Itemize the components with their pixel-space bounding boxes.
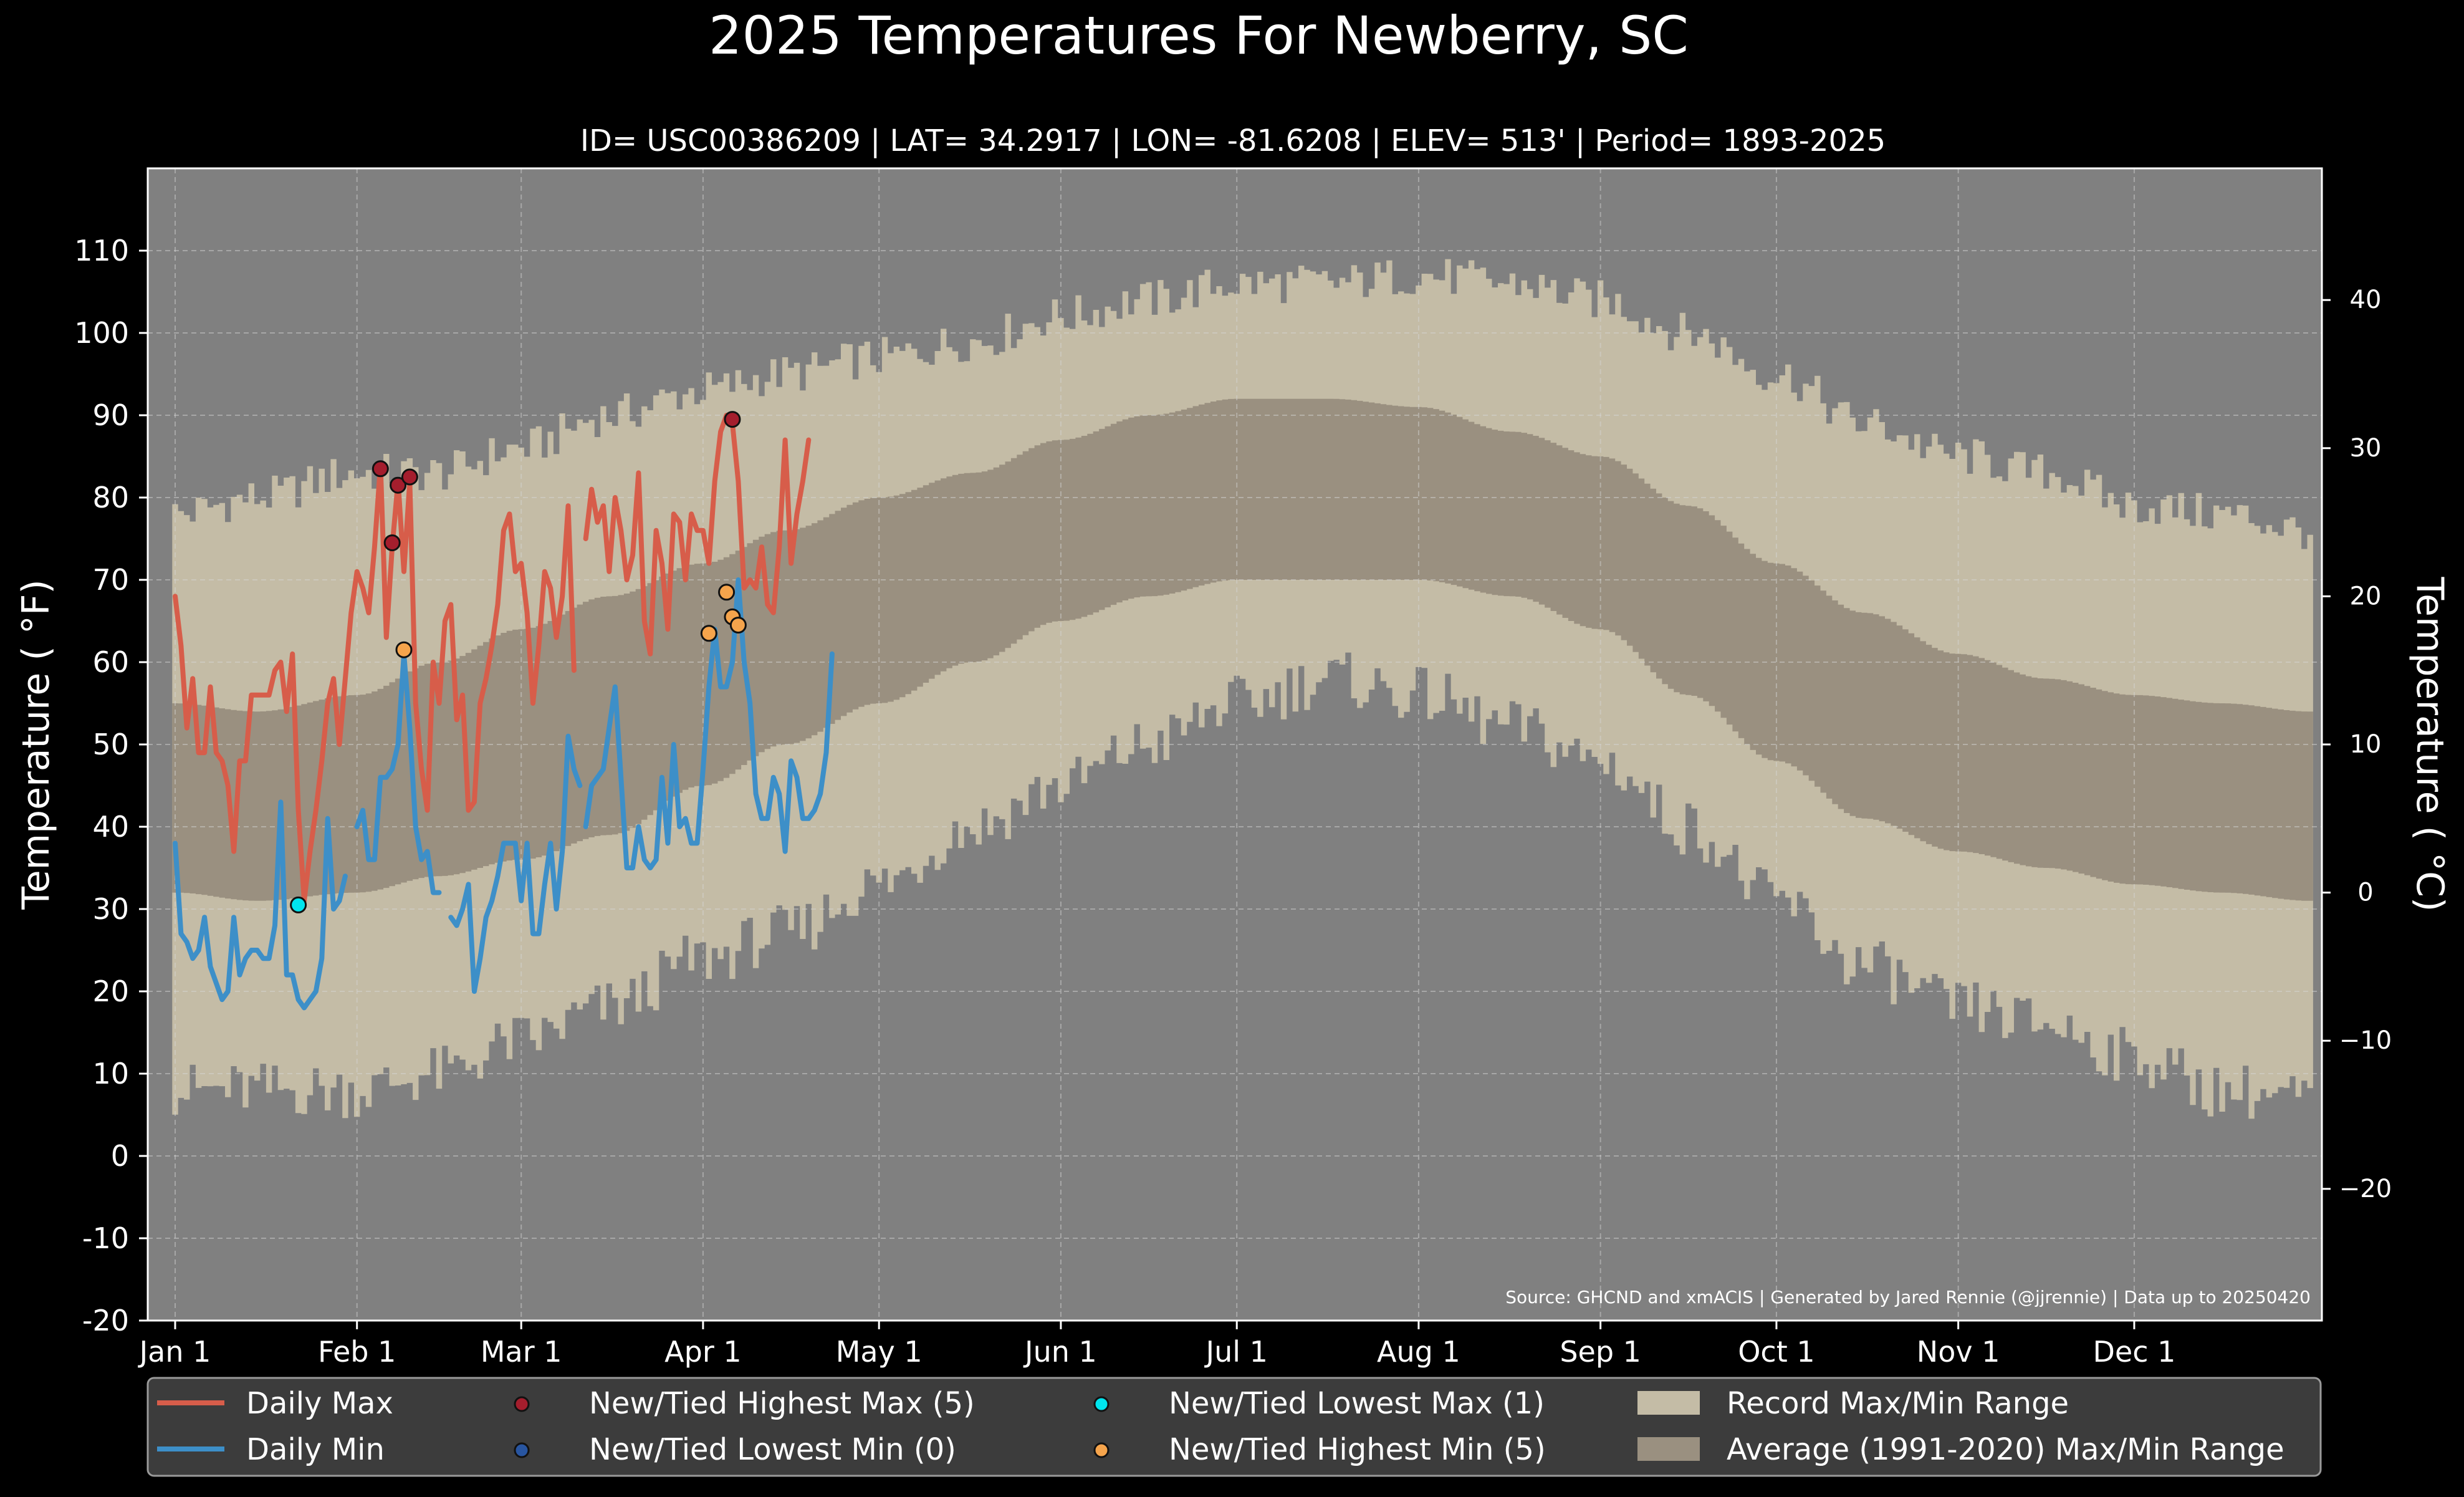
legend-marker-swatch	[1093, 1396, 1110, 1412]
legend-average-1991-2020-max-min-range: Average (1991-2020) Max/Min Range	[1637, 1432, 2284, 1467]
x-tick-label: Mar 1	[481, 1335, 562, 1369]
y-tick-label: 100	[74, 316, 129, 350]
x-tick-label: Jan 1	[138, 1335, 211, 1369]
legend-label: Average (1991-2020) Max/Min Range	[1727, 1432, 2284, 1467]
y2-tick-label: 40	[2350, 286, 2382, 314]
y-tick-label: 0	[111, 1139, 129, 1173]
y2-tick-label: 20	[2350, 582, 2382, 610]
chart-title: 2025 Temperatures For Newberry, SC	[709, 5, 1689, 66]
legend-marker-swatch	[514, 1396, 530, 1412]
legend-label: Record Max/Min Range	[1727, 1386, 2069, 1421]
legend-patch-swatch	[1637, 1391, 1700, 1415]
record-range-band	[172, 259, 2313, 1119]
grid-lines	[148, 168, 2322, 1321]
y-tick-label: 50	[92, 728, 129, 761]
y2-tick-label: −20	[2339, 1175, 2392, 1203]
y2-tick-label: 10	[2350, 730, 2382, 759]
daily-max-line	[583, 413, 812, 657]
legend-new-tied-highest-min-5: New/Tied Highest Min (5)	[1093, 1432, 1546, 1467]
y-tick-label: -10	[82, 1221, 129, 1255]
legend-daily-max: Daily Max	[157, 1386, 393, 1421]
new-tied-highest-max-5-marker	[383, 534, 401, 552]
y-tick-label: -20	[82, 1304, 129, 1337]
legend-patch-swatch	[1637, 1437, 1700, 1461]
x-tick-label: Jul 1	[1204, 1335, 1268, 1369]
y-tick-label: 70	[92, 563, 129, 597]
chart-subtitle: ID= USC00386209 | LAT= 34.2917 | LON= -8…	[580, 123, 1886, 158]
legend-marker-swatch	[514, 1442, 530, 1458]
legend-box	[146, 1377, 2322, 1477]
range-bands	[172, 259, 2313, 1119]
y2-tick-label: 0	[2357, 878, 2373, 907]
source-note: Source: GHCND and xmACIS | Generated by …	[1505, 1287, 2311, 1307]
record-markers	[290, 411, 747, 913]
y-tick-label: 20	[92, 975, 129, 1008]
series-lines	[173, 413, 835, 1011]
legend-label: Daily Max	[246, 1386, 393, 1421]
y2-tick-label: 30	[2350, 434, 2382, 463]
x-tick-label: Aug 1	[1377, 1335, 1460, 1369]
legend-label: New/Tied Lowest Min (0)	[589, 1432, 956, 1467]
legend: Daily Max Daily Min New/Tied Highest Max (…	[146, 1377, 2322, 1477]
y-axis-label-right: Temperature ( °C)	[2408, 577, 2452, 912]
x-tick-label: Sep 1	[1560, 1335, 1641, 1369]
y-tick-label: 30	[92, 892, 129, 926]
y-tick-label: 60	[92, 645, 129, 679]
y-axis-right: −20 −10 0 10 20 30 40	[2322, 286, 2392, 1203]
x-tick-label: Dec 1	[2092, 1335, 2175, 1369]
x-tick-label: Apr 1	[664, 1335, 741, 1369]
legend-new-tied-highest-max-5: New/Tied Highest Max (5)	[514, 1386, 975, 1421]
new-tied-highest-min-5-marker	[700, 625, 717, 642]
new-tied-highest-max-5-marker	[372, 460, 389, 478]
legend-label: Daily Min	[246, 1432, 385, 1467]
x-tick-label: Oct 1	[1738, 1335, 1814, 1369]
x-tick-label: Feb 1	[318, 1335, 396, 1369]
new-tied-highest-min-5-marker	[718, 584, 736, 601]
new-tied-highest-min-5-marker	[729, 617, 747, 634]
plot-area: Source: GHCND and xmACIS | Generated by …	[146, 167, 2323, 1322]
daily-min-line	[583, 577, 835, 870]
x-tick-label: Nov 1	[1917, 1335, 2000, 1369]
y-tick-label: 110	[74, 234, 129, 267]
legend-label: New/Tied Highest Max (5)	[589, 1386, 975, 1421]
average-range-band	[172, 398, 2313, 901]
legend-new-tied-lowest-max-1: New/Tied Lowest Max (1)	[1093, 1386, 1545, 1421]
y-tick-label: 80	[92, 481, 129, 514]
legend-record-max-min-range: Record Max/Min Range	[1637, 1386, 2069, 1421]
legend-marker-swatch	[1093, 1442, 1110, 1458]
y-tick-label: 40	[92, 810, 129, 844]
new-tied-highest-max-5-marker	[401, 468, 418, 486]
new-tied-highest-max-5-marker	[724, 411, 741, 428]
x-axis: Jan 1 Feb 1 Mar 1 Apr 1 May 1 Jun 1 Jul 1 Aug 1…	[138, 1321, 2175, 1369]
new-tied-lowest-max-1-marker	[290, 896, 307, 913]
daily-min-line	[448, 733, 583, 994]
x-tick-label: May 1	[836, 1335, 923, 1369]
daily-min-line	[173, 799, 348, 1011]
y-tick-label: 90	[92, 398, 129, 432]
legend-label: New/Tied Lowest Max (1)	[1169, 1386, 1545, 1421]
daily-max-line	[173, 462, 577, 903]
daily-min-line	[354, 651, 442, 895]
new-tied-highest-max-5-marker	[390, 476, 407, 494]
legend-new-tied-lowest-min-0: New/Tied Lowest Min (0)	[514, 1432, 956, 1467]
y-axis-left: -20 -10 0 10 20 30 40 50 60 70 80 90 100 110	[74, 234, 148, 1337]
x-tick-label: Jun 1	[1023, 1335, 1097, 1369]
y-axis-label-left: Temperature ( °F)	[14, 579, 58, 910]
y-tick-label: 10	[92, 1057, 129, 1090]
new-tied-highest-min-5-marker	[395, 641, 413, 658]
legend-label: New/Tied Highest Min (5)	[1169, 1432, 1546, 1467]
legend-daily-min: Daily Min	[157, 1432, 385, 1467]
y2-tick-label: −10	[2339, 1026, 2392, 1055]
